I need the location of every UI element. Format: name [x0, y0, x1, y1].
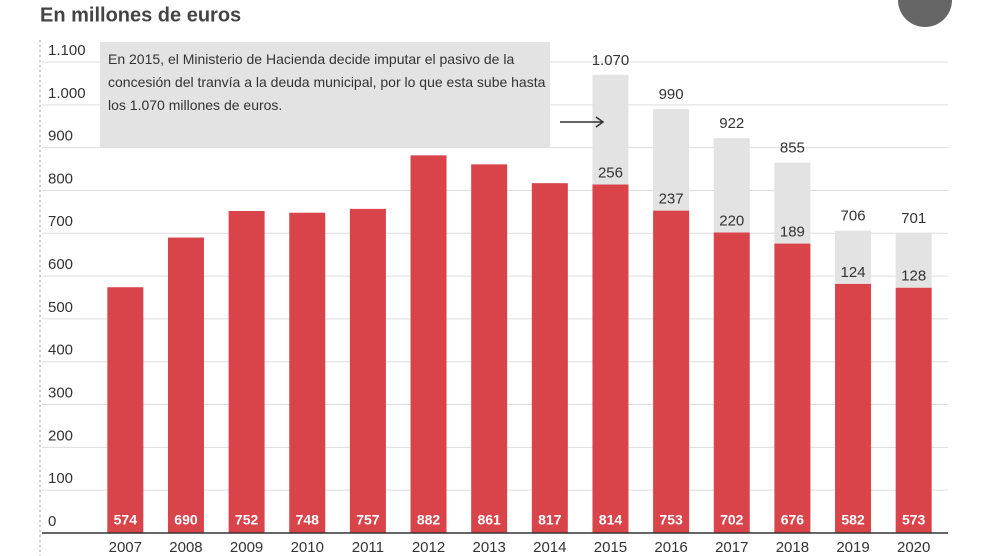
y-tick-label: 300	[48, 385, 73, 402]
plot: 0 100 200 300 400 500 600 700 800 900 1.000 1.100 20…	[42, 42, 948, 556]
x-tick-label: 2008	[169, 539, 202, 556]
x-tick-label: 2020	[897, 539, 930, 556]
value-label: 582	[841, 512, 865, 528]
value-label: 124	[841, 264, 866, 281]
bar-segment	[349, 208, 386, 533]
value-label: 757	[356, 512, 380, 528]
annotation: En 2015, el Ministerio de Hacienda decid…	[108, 51, 546, 113]
y-tick-label: 1.000	[48, 85, 86, 102]
y-tick-label: 0	[48, 513, 56, 530]
arrow-head	[595, 116, 605, 128]
value-label: 237	[659, 191, 684, 208]
bar-segment	[895, 232, 932, 288]
x-tick-label: 2014	[533, 539, 566, 556]
x-tick-label: 2012	[412, 539, 445, 556]
x-tick-label: 2015	[594, 539, 627, 556]
total-label: 922	[719, 115, 744, 132]
bar-segment	[471, 164, 508, 533]
y-tick-label: 800	[48, 170, 73, 187]
bar-segment	[835, 230, 872, 284]
value-label: 748	[296, 512, 320, 528]
value-label: 817	[538, 512, 562, 528]
y-tick-label: 100	[48, 470, 73, 487]
value-label: 256	[598, 164, 623, 181]
bar-segment	[774, 243, 811, 534]
total-label: 855	[780, 140, 805, 157]
bar-segment	[895, 287, 932, 533]
bar-segment	[531, 183, 568, 533]
bar-segment	[167, 237, 204, 533]
value-label: 189	[780, 224, 805, 241]
bar-segment	[289, 212, 326, 533]
bar-segment	[653, 210, 690, 533]
value-label: 753	[659, 512, 683, 528]
bar-segment	[592, 184, 629, 533]
bar-segment	[107, 287, 144, 533]
total-label: 1.070	[592, 52, 630, 69]
x-tick-label: 2017	[715, 539, 748, 556]
x-tick-label: 2007	[109, 539, 142, 556]
x-tick-label: 2011	[352, 539, 384, 556]
value-label: 573	[902, 512, 926, 528]
y-tick-label: 500	[48, 299, 73, 316]
x-tick-label: 2010	[291, 539, 324, 556]
value-label: 702	[720, 512, 744, 528]
bar-segment	[228, 211, 265, 534]
annotation-wrap: En 2015, el Ministerio de Hacienda decid…	[108, 51, 546, 113]
x-tick-label: 2016	[654, 539, 687, 556]
bar-segment	[774, 162, 811, 244]
y-tick-label: 700	[48, 213, 73, 230]
bar-segment	[835, 283, 872, 533]
bar-segment	[592, 74, 629, 185]
y-tick-label: 600	[48, 256, 73, 273]
value-label: 220	[719, 212, 744, 229]
total-label: 990	[659, 86, 684, 103]
y-tick-label: 400	[48, 342, 73, 359]
x-tick-label: 2013	[472, 539, 505, 556]
total-label: 701	[901, 210, 926, 227]
total-label: 706	[841, 208, 866, 225]
value-label: 128	[901, 268, 926, 285]
value-label: 574	[114, 512, 138, 528]
bar-segment	[410, 155, 447, 534]
value-label: 882	[417, 512, 441, 528]
value-label: 861	[477, 512, 501, 528]
bar-segment	[713, 138, 750, 233]
x-tick-label: 2018	[776, 539, 809, 556]
bar-segment	[713, 232, 750, 533]
value-label: 690	[174, 512, 198, 528]
chart-title: En millones de euros	[40, 4, 241, 26]
value-label: 752	[235, 512, 259, 528]
value-label: 676	[781, 512, 805, 528]
x-tick-label: 2009	[230, 539, 263, 556]
y-tick-label: 1.100	[48, 42, 86, 59]
annotation-box	[100, 42, 550, 147]
value-label: 814	[599, 512, 623, 528]
x-tick-label: 2019	[836, 539, 869, 556]
decor-circle	[898, 0, 952, 27]
y-tick-label: 200	[48, 427, 73, 444]
bar-segment	[653, 109, 690, 211]
y-tick-label: 900	[48, 128, 73, 145]
